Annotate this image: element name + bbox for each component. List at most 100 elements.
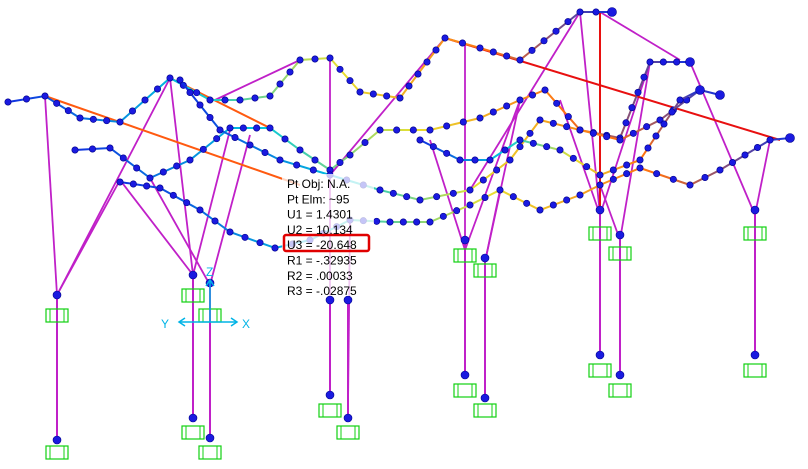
node	[186, 156, 194, 164]
node	[441, 34, 449, 42]
strut	[149, 177, 211, 286]
strut	[754, 139, 771, 216]
strut	[56, 77, 171, 296]
node	[549, 119, 557, 127]
node	[386, 218, 394, 226]
node	[489, 108, 497, 116]
support	[743, 226, 767, 241]
strut	[689, 61, 756, 216]
node	[76, 114, 84, 122]
node	[750, 350, 760, 360]
node	[609, 166, 617, 174]
node	[89, 145, 97, 153]
tooltip-line: U3 = -20.648	[287, 238, 357, 252]
strut	[619, 61, 651, 241]
node	[480, 253, 490, 263]
node	[634, 88, 642, 96]
node	[211, 217, 219, 225]
node	[432, 46, 440, 54]
node	[529, 139, 537, 147]
node	[426, 126, 434, 134]
node	[541, 86, 549, 94]
support	[473, 263, 497, 278]
node	[536, 116, 544, 124]
node	[556, 146, 564, 154]
node	[429, 143, 437, 151]
strut	[214, 59, 301, 101]
node	[416, 196, 424, 204]
node	[489, 48, 497, 56]
node	[523, 199, 531, 207]
strut	[579, 11, 601, 216]
node	[643, 123, 651, 131]
node	[540, 37, 548, 45]
node	[615, 370, 625, 380]
node	[293, 161, 301, 169]
node	[146, 174, 154, 182]
node	[503, 52, 511, 60]
node	[236, 96, 244, 104]
node	[609, 175, 617, 183]
node	[476, 44, 484, 52]
node	[628, 104, 636, 112]
node	[516, 96, 524, 104]
node	[616, 136, 624, 144]
node	[453, 207, 461, 215]
node	[686, 181, 694, 189]
node	[493, 166, 501, 174]
node	[129, 107, 137, 115]
node	[166, 74, 174, 82]
node	[660, 120, 668, 128]
support	[588, 363, 612, 378]
node	[528, 46, 536, 54]
node	[169, 191, 177, 199]
node	[595, 350, 605, 360]
node	[196, 206, 204, 214]
node	[159, 168, 167, 176]
node	[596, 171, 604, 179]
strut	[599, 11, 681, 61]
support	[588, 226, 612, 241]
node	[728, 159, 736, 167]
node	[409, 126, 417, 134]
node	[526, 129, 534, 137]
strut	[192, 129, 231, 276]
z-arrow-head	[205, 278, 215, 287]
node	[154, 85, 162, 93]
node	[596, 181, 604, 189]
node	[543, 143, 551, 151]
node	[116, 178, 124, 186]
node	[785, 133, 795, 143]
node	[563, 123, 571, 131]
support	[318, 403, 342, 418]
columns	[45, 205, 767, 460]
node	[369, 90, 377, 98]
axis-triad: X Y Z	[161, 265, 250, 331]
node	[536, 206, 544, 214]
node	[486, 156, 494, 164]
node	[503, 102, 511, 110]
node	[389, 189, 397, 197]
node	[193, 89, 201, 97]
node	[564, 18, 572, 26]
node	[241, 233, 249, 241]
node	[281, 135, 289, 143]
node	[129, 180, 137, 188]
node	[443, 122, 451, 130]
node	[256, 239, 264, 247]
node	[413, 218, 421, 226]
node	[466, 201, 474, 209]
strut	[44, 95, 58, 296]
node	[476, 114, 484, 122]
node	[213, 135, 221, 143]
node	[4, 98, 12, 106]
node	[589, 129, 597, 137]
support	[198, 445, 222, 460]
node	[766, 136, 774, 144]
node	[311, 55, 319, 63]
node	[206, 96, 214, 104]
tooltip-line: R2 = .00033	[287, 269, 353, 283]
support	[473, 403, 497, 418]
